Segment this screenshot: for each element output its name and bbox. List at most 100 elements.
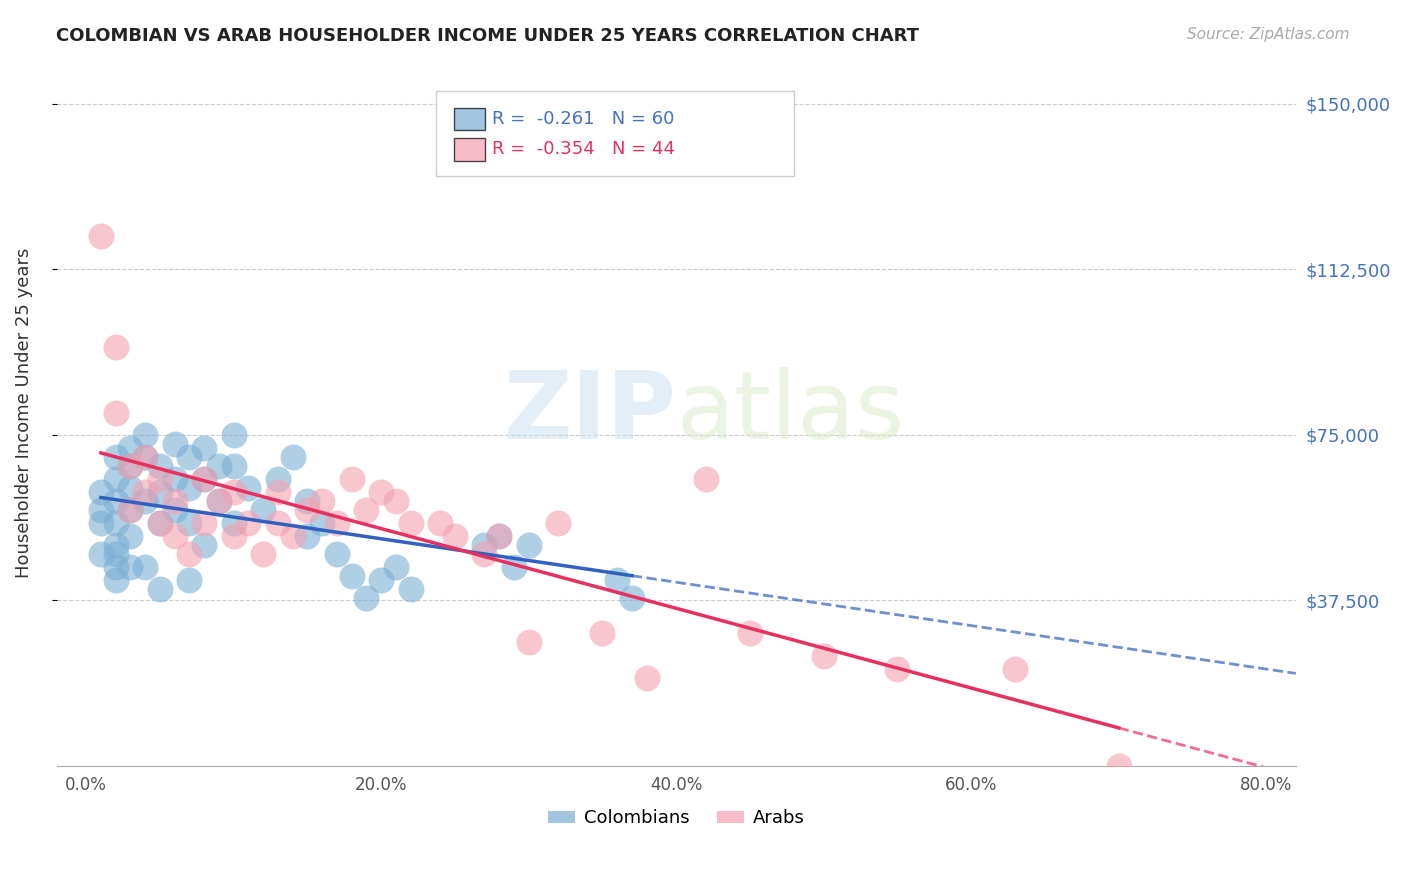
Point: [163, 494, 186, 508]
Point: [163, 472, 186, 486]
Point: [134, 450, 156, 464]
Point: [149, 458, 172, 473]
Point: [222, 516, 245, 530]
Point: [104, 339, 127, 353]
Point: [695, 472, 717, 486]
Point: [90, 485, 112, 500]
Point: [297, 494, 319, 508]
Point: [370, 485, 392, 500]
Point: [267, 485, 290, 500]
Point: [104, 574, 127, 588]
Point: [90, 516, 112, 530]
Point: [134, 494, 156, 508]
Point: [104, 547, 127, 561]
Point: [444, 529, 467, 543]
Point: [385, 494, 408, 508]
Point: [134, 427, 156, 442]
Point: [149, 472, 172, 486]
Point: [267, 472, 290, 486]
Point: [503, 560, 526, 574]
Point: [120, 458, 142, 473]
FancyBboxPatch shape: [436, 91, 794, 176]
Point: [134, 450, 156, 464]
Point: [1004, 662, 1026, 676]
Point: [222, 427, 245, 442]
Point: [179, 547, 201, 561]
Point: [149, 516, 172, 530]
Point: [163, 436, 186, 450]
Point: [120, 529, 142, 543]
Point: [238, 481, 260, 495]
Point: [370, 574, 392, 588]
Point: [385, 560, 408, 574]
Point: [193, 516, 215, 530]
Y-axis label: Householder Income Under 25 years: Householder Income Under 25 years: [15, 248, 32, 578]
Point: [488, 529, 510, 543]
Point: [252, 503, 274, 517]
Point: [120, 441, 142, 455]
Point: [281, 450, 304, 464]
Point: [104, 406, 127, 420]
Point: [90, 547, 112, 561]
Point: [311, 516, 333, 530]
Text: ZIP: ZIP: [503, 367, 676, 458]
Point: [193, 538, 215, 552]
Point: [193, 441, 215, 455]
Point: [281, 529, 304, 543]
Point: [222, 529, 245, 543]
Point: [134, 560, 156, 574]
Point: [738, 626, 761, 640]
Point: [591, 626, 613, 640]
Point: [222, 458, 245, 473]
Point: [326, 516, 349, 530]
Point: [547, 516, 569, 530]
Point: [517, 538, 540, 552]
Point: [90, 503, 112, 517]
Point: [163, 503, 186, 517]
Point: [356, 503, 378, 517]
Point: [886, 662, 908, 676]
Point: [340, 569, 363, 583]
Point: [340, 472, 363, 486]
Point: [104, 472, 127, 486]
Point: [104, 494, 127, 508]
Point: [104, 450, 127, 464]
Point: [297, 503, 319, 517]
Point: [813, 648, 835, 663]
Point: [104, 538, 127, 552]
Point: [149, 485, 172, 500]
Point: [104, 516, 127, 530]
Point: [208, 494, 231, 508]
Point: [474, 547, 496, 561]
Point: [149, 516, 172, 530]
Point: [399, 582, 422, 597]
Point: [356, 591, 378, 606]
Point: [238, 516, 260, 530]
Point: [620, 591, 643, 606]
Point: [120, 458, 142, 473]
Point: [399, 516, 422, 530]
Text: COLOMBIAN VS ARAB HOUSEHOLDER INCOME UNDER 25 YEARS CORRELATION CHART: COLOMBIAN VS ARAB HOUSEHOLDER INCOME UND…: [56, 27, 920, 45]
Point: [636, 671, 658, 685]
Text: R =  -0.261   N = 60: R = -0.261 N = 60: [492, 110, 675, 128]
Point: [149, 582, 172, 597]
Text: atlas: atlas: [676, 367, 904, 458]
Text: Source: ZipAtlas.com: Source: ZipAtlas.com: [1187, 27, 1350, 42]
Point: [297, 529, 319, 543]
Point: [222, 485, 245, 500]
Point: [517, 635, 540, 649]
Point: [120, 503, 142, 517]
Point: [311, 494, 333, 508]
Point: [488, 529, 510, 543]
Point: [90, 229, 112, 244]
Point: [474, 538, 496, 552]
Legend: Colombians, Arabs: Colombians, Arabs: [540, 802, 811, 835]
Point: [429, 516, 451, 530]
FancyBboxPatch shape: [454, 108, 485, 130]
Point: [208, 494, 231, 508]
Point: [120, 560, 142, 574]
Point: [179, 516, 201, 530]
Point: [163, 529, 186, 543]
Point: [208, 458, 231, 473]
Point: [120, 481, 142, 495]
